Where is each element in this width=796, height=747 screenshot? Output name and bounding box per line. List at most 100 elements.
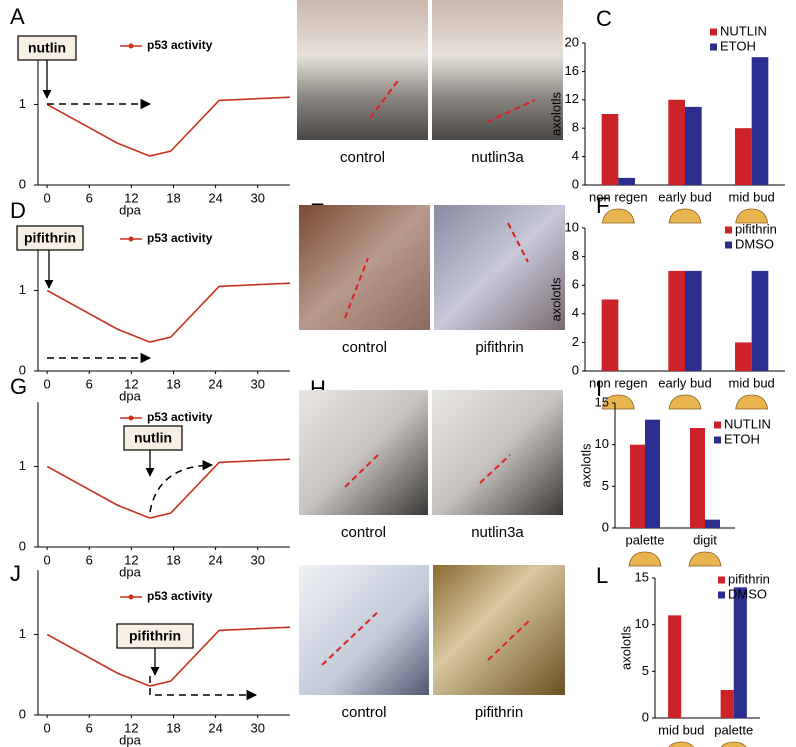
x-tick-label: 0 [44,552,51,567]
legend-label: p53 activity [147,38,213,52]
legend-swatch [714,421,721,429]
y-tick-label: 0 [572,176,579,191]
y-tick-label: 8 [572,248,579,263]
y-tick-label: 2 [572,334,579,349]
y-tick-label: 5 [642,663,649,678]
legend-label: NUTLIN [720,23,767,38]
photo [432,390,563,515]
photo [297,0,428,140]
limb-icon [668,741,695,747]
panel-label: A [10,4,25,29]
x-tick-label: 0 [44,720,51,735]
panel-label: I [596,376,602,401]
legend-dot [128,43,134,49]
y-axis-label: axolotls [578,443,593,488]
photo [433,565,565,695]
legend-label: p53 activity [147,231,213,245]
x-tick-label: 6 [86,376,93,391]
bar [733,587,747,718]
annotation-box [123,425,183,451]
y-axis-label: axolotls [548,91,563,136]
legend-label: ETOH [720,38,756,53]
x-tick-label: 0 [44,190,51,205]
y-tick-label: 15 [635,569,649,584]
photo [299,565,429,695]
line-series [46,282,291,343]
line-series [46,626,291,687]
y-tick-label: 10 [595,436,609,451]
y-tick-label: 16 [565,63,579,78]
x-tick-label: 30 [250,376,264,391]
line-series [46,96,291,157]
x-tick-label: 24 [208,190,222,205]
x-tick-label: 12 [124,376,138,391]
x-axis-label: dpa [119,732,141,747]
photo-caption: control [340,149,385,166]
limb-icon [601,394,635,410]
panel-label: J [10,561,21,586]
panel-label: L [596,563,608,588]
y-axis-label: axolotls [618,625,633,670]
x-tick-label: 30 [250,190,264,205]
y-tick-label: 0 [19,706,26,721]
photo [432,0,563,140]
cut-line [344,257,369,319]
x-tick-label: 18 [166,552,180,567]
x-tick-label: 30 [250,552,264,567]
legend-swatch [718,576,725,584]
limb-icon [688,551,722,567]
y-tick-label: 1 [19,626,26,641]
x-tick-label: 30 [250,720,264,735]
photo-caption: nutlin3a [471,524,524,541]
photo [434,205,565,330]
y-tick-label: 5 [602,478,609,493]
cut-line [479,454,511,484]
panel-label: F [596,193,609,218]
x-tick-label: 18 [166,376,180,391]
x-axis-label: dpa [119,564,141,579]
bar [668,99,685,185]
x-tick-label: palette [625,532,664,547]
bar [685,270,702,371]
legend-label: p53 activity [147,589,213,603]
bar [630,444,645,528]
cut-line [486,99,536,123]
cut-line [369,77,401,119]
y-tick-label: 1 [19,282,26,297]
x-tick-label: mid bud [658,722,704,737]
annotation: nutlin [134,430,172,446]
x-tick-label: 12 [124,552,138,567]
x-tick-label: 12 [124,720,138,735]
x-axis-label: dpa [119,202,141,217]
x-tick-label: mid bud [729,375,775,390]
legend-label: p53 activity [147,410,213,424]
bar [751,270,769,371]
photo-caption: control [341,704,386,721]
legend-label: ETOH [724,431,760,446]
bar [690,428,705,528]
legend-swatch [718,591,725,599]
x-tick-label: early bud [658,189,711,204]
x-tick-label: 18 [166,190,180,205]
cut-line [507,222,529,263]
bar [668,615,682,718]
x-tick-label: 0 [44,376,51,391]
legend-swatch [725,241,732,249]
y-tick-label: 0 [642,709,649,724]
y-tick-label: 0 [572,362,579,377]
x-tick-label: 18 [166,720,180,735]
legend-swatch [714,436,721,444]
y-tick-label: 15 [595,394,609,409]
x-tick-label: early bud [658,375,711,390]
bar [668,270,685,371]
y-tick-label: 20 [565,34,579,49]
legend-swatch [725,226,732,234]
x-tick-label: 6 [86,190,93,205]
legend-label: pifithrin [735,221,777,236]
legend-label: pifithrin [728,571,770,586]
annotation-box [16,225,84,251]
annotation: pifithrin [24,230,76,246]
legend-swatch [710,28,717,36]
limb-icon [601,208,635,224]
legend-dot [128,236,134,242]
